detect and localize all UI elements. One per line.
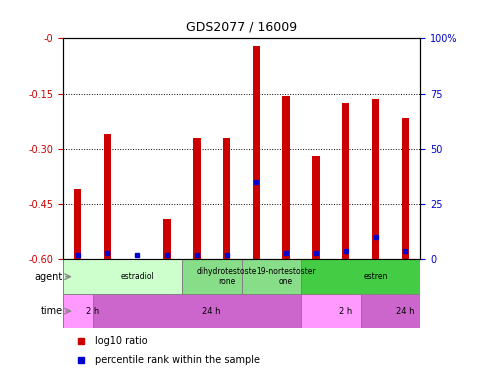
Bar — [63, 294, 93, 328]
Text: time: time — [41, 306, 63, 316]
Text: estren: estren — [363, 272, 388, 281]
Text: dihydrotestoste
rone: dihydrotestoste rone — [197, 267, 257, 286]
Text: 24 h: 24 h — [202, 306, 221, 316]
Bar — [312, 156, 320, 260]
Text: agent: agent — [35, 271, 63, 282]
Text: 2 h: 2 h — [339, 306, 353, 316]
Bar — [372, 99, 379, 260]
Bar — [163, 219, 171, 260]
Text: 19-nortestoster
one: 19-nortestoster one — [256, 267, 316, 286]
Text: 24 h: 24 h — [396, 306, 414, 316]
Bar — [104, 134, 111, 260]
Bar — [301, 294, 361, 328]
Bar — [361, 294, 420, 328]
Text: percentile rank within the sample: percentile rank within the sample — [95, 355, 260, 365]
Bar — [182, 260, 242, 294]
Bar — [283, 96, 290, 260]
Text: log10 ratio: log10 ratio — [95, 336, 148, 346]
Bar — [342, 103, 350, 260]
Text: 2 h: 2 h — [86, 306, 99, 316]
Bar — [253, 46, 260, 260]
Bar — [223, 138, 230, 260]
Bar — [401, 118, 409, 260]
Bar — [301, 260, 420, 294]
Bar — [242, 260, 301, 294]
Bar — [193, 138, 200, 260]
Text: estradiol: estradiol — [120, 272, 154, 281]
Bar — [63, 260, 182, 294]
Text: GDS2077 / 16009: GDS2077 / 16009 — [186, 20, 297, 33]
Bar — [74, 189, 82, 260]
Bar — [93, 294, 301, 328]
